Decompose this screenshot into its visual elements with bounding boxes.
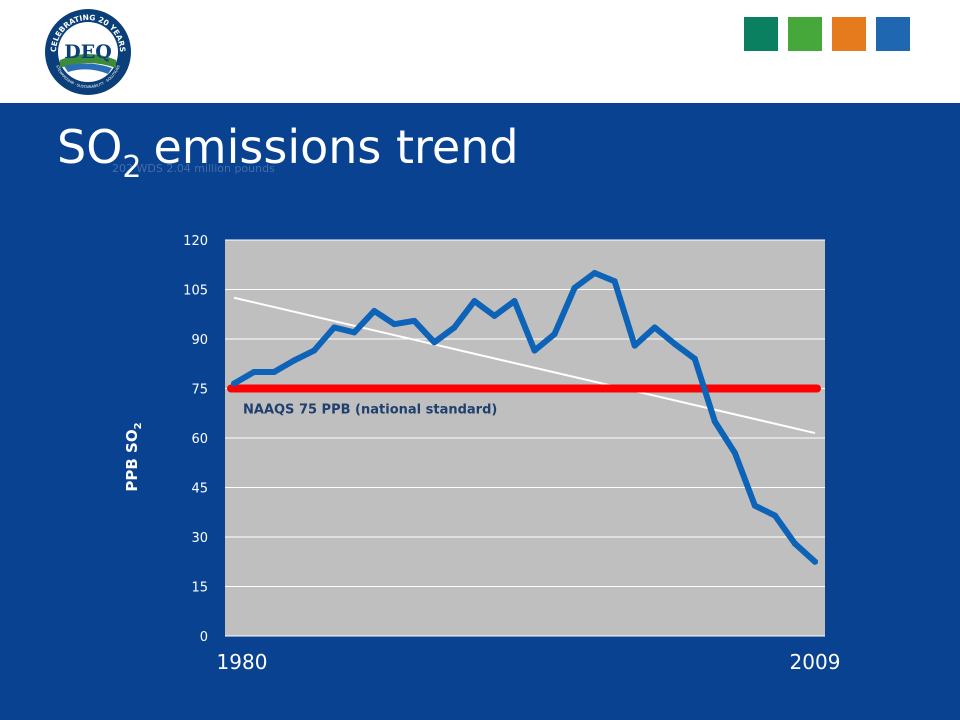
color-squares — [744, 17, 910, 51]
data-point — [551, 331, 558, 338]
ghost-text: 202 WDS 2.04 million pounds — [112, 162, 275, 175]
y-axis-label-main: PPB SO — [123, 429, 141, 492]
data-point — [751, 502, 758, 509]
data-point — [511, 298, 518, 305]
deq-logo: DEQ CELEBRATING 20 YEARS STEWARDSHIP · S… — [45, 9, 131, 95]
y-tick-label: 45 — [191, 482, 208, 497]
logo-center-text: DEQ — [64, 41, 112, 63]
data-point — [711, 418, 718, 425]
color-square — [788, 17, 822, 51]
data-point — [731, 449, 738, 456]
color-square — [744, 17, 778, 51]
data-point — [671, 340, 678, 347]
data-point — [471, 298, 478, 305]
data-point — [331, 324, 338, 331]
y-tick-label: 120 — [183, 234, 208, 249]
data-point — [611, 278, 618, 285]
data-point — [631, 342, 638, 349]
data-point — [571, 284, 578, 291]
title-main: SO — [57, 120, 123, 174]
standard-label: NAAQS 75 PPB (national standard) — [243, 403, 497, 418]
data-point — [391, 321, 398, 328]
data-point — [351, 329, 358, 336]
data-point — [591, 270, 598, 276]
y-tick-label: 75 — [191, 383, 208, 398]
data-point — [271, 369, 278, 375]
series-points — [231, 270, 818, 565]
data-point — [231, 380, 237, 387]
color-square — [832, 17, 866, 51]
x-tick-labels: 1980 2009 — [217, 650, 841, 674]
data-point — [371, 307, 378, 314]
y-tick-label: 30 — [191, 531, 208, 546]
y-tick-label: 105 — [183, 284, 208, 299]
trend-line — [233, 296, 816, 435]
data-point — [251, 369, 258, 375]
data-point — [411, 317, 418, 324]
series-line — [231, 270, 818, 565]
y-tick-labels: 0 15 30 45 60 75 90 105 120 — [183, 234, 208, 645]
data-point — [771, 512, 778, 519]
title-subscript: 2 — [122, 150, 142, 185]
data-point — [431, 339, 438, 346]
data-point — [651, 324, 658, 331]
y-axis-label: PPB SO2 — [123, 397, 144, 517]
y-tick-label: 60 — [191, 432, 208, 447]
x-tick-label: 1980 — [217, 650, 268, 674]
data-point — [291, 357, 298, 364]
data-point — [451, 324, 458, 331]
header-bar: DEQ CELEBRATING 20 YEARS STEWARDSHIP · S… — [0, 0, 960, 103]
data-point — [691, 355, 698, 362]
title-rest: emissions trend — [153, 120, 519, 174]
y-tick-label: 0 — [200, 630, 208, 645]
y-tick-label: 15 — [191, 581, 208, 596]
data-point — [791, 540, 798, 547]
data-point — [491, 312, 498, 319]
data-point — [311, 347, 318, 354]
y-axis-label-subscript: 2 — [133, 422, 144, 430]
color-square — [876, 17, 910, 51]
data-point — [531, 347, 538, 354]
slide-title: SO2 emissions trend — [57, 120, 519, 185]
x-tick-label: 2009 — [790, 650, 841, 674]
y-tick-label: 90 — [191, 333, 208, 348]
data-point — [812, 558, 818, 565]
